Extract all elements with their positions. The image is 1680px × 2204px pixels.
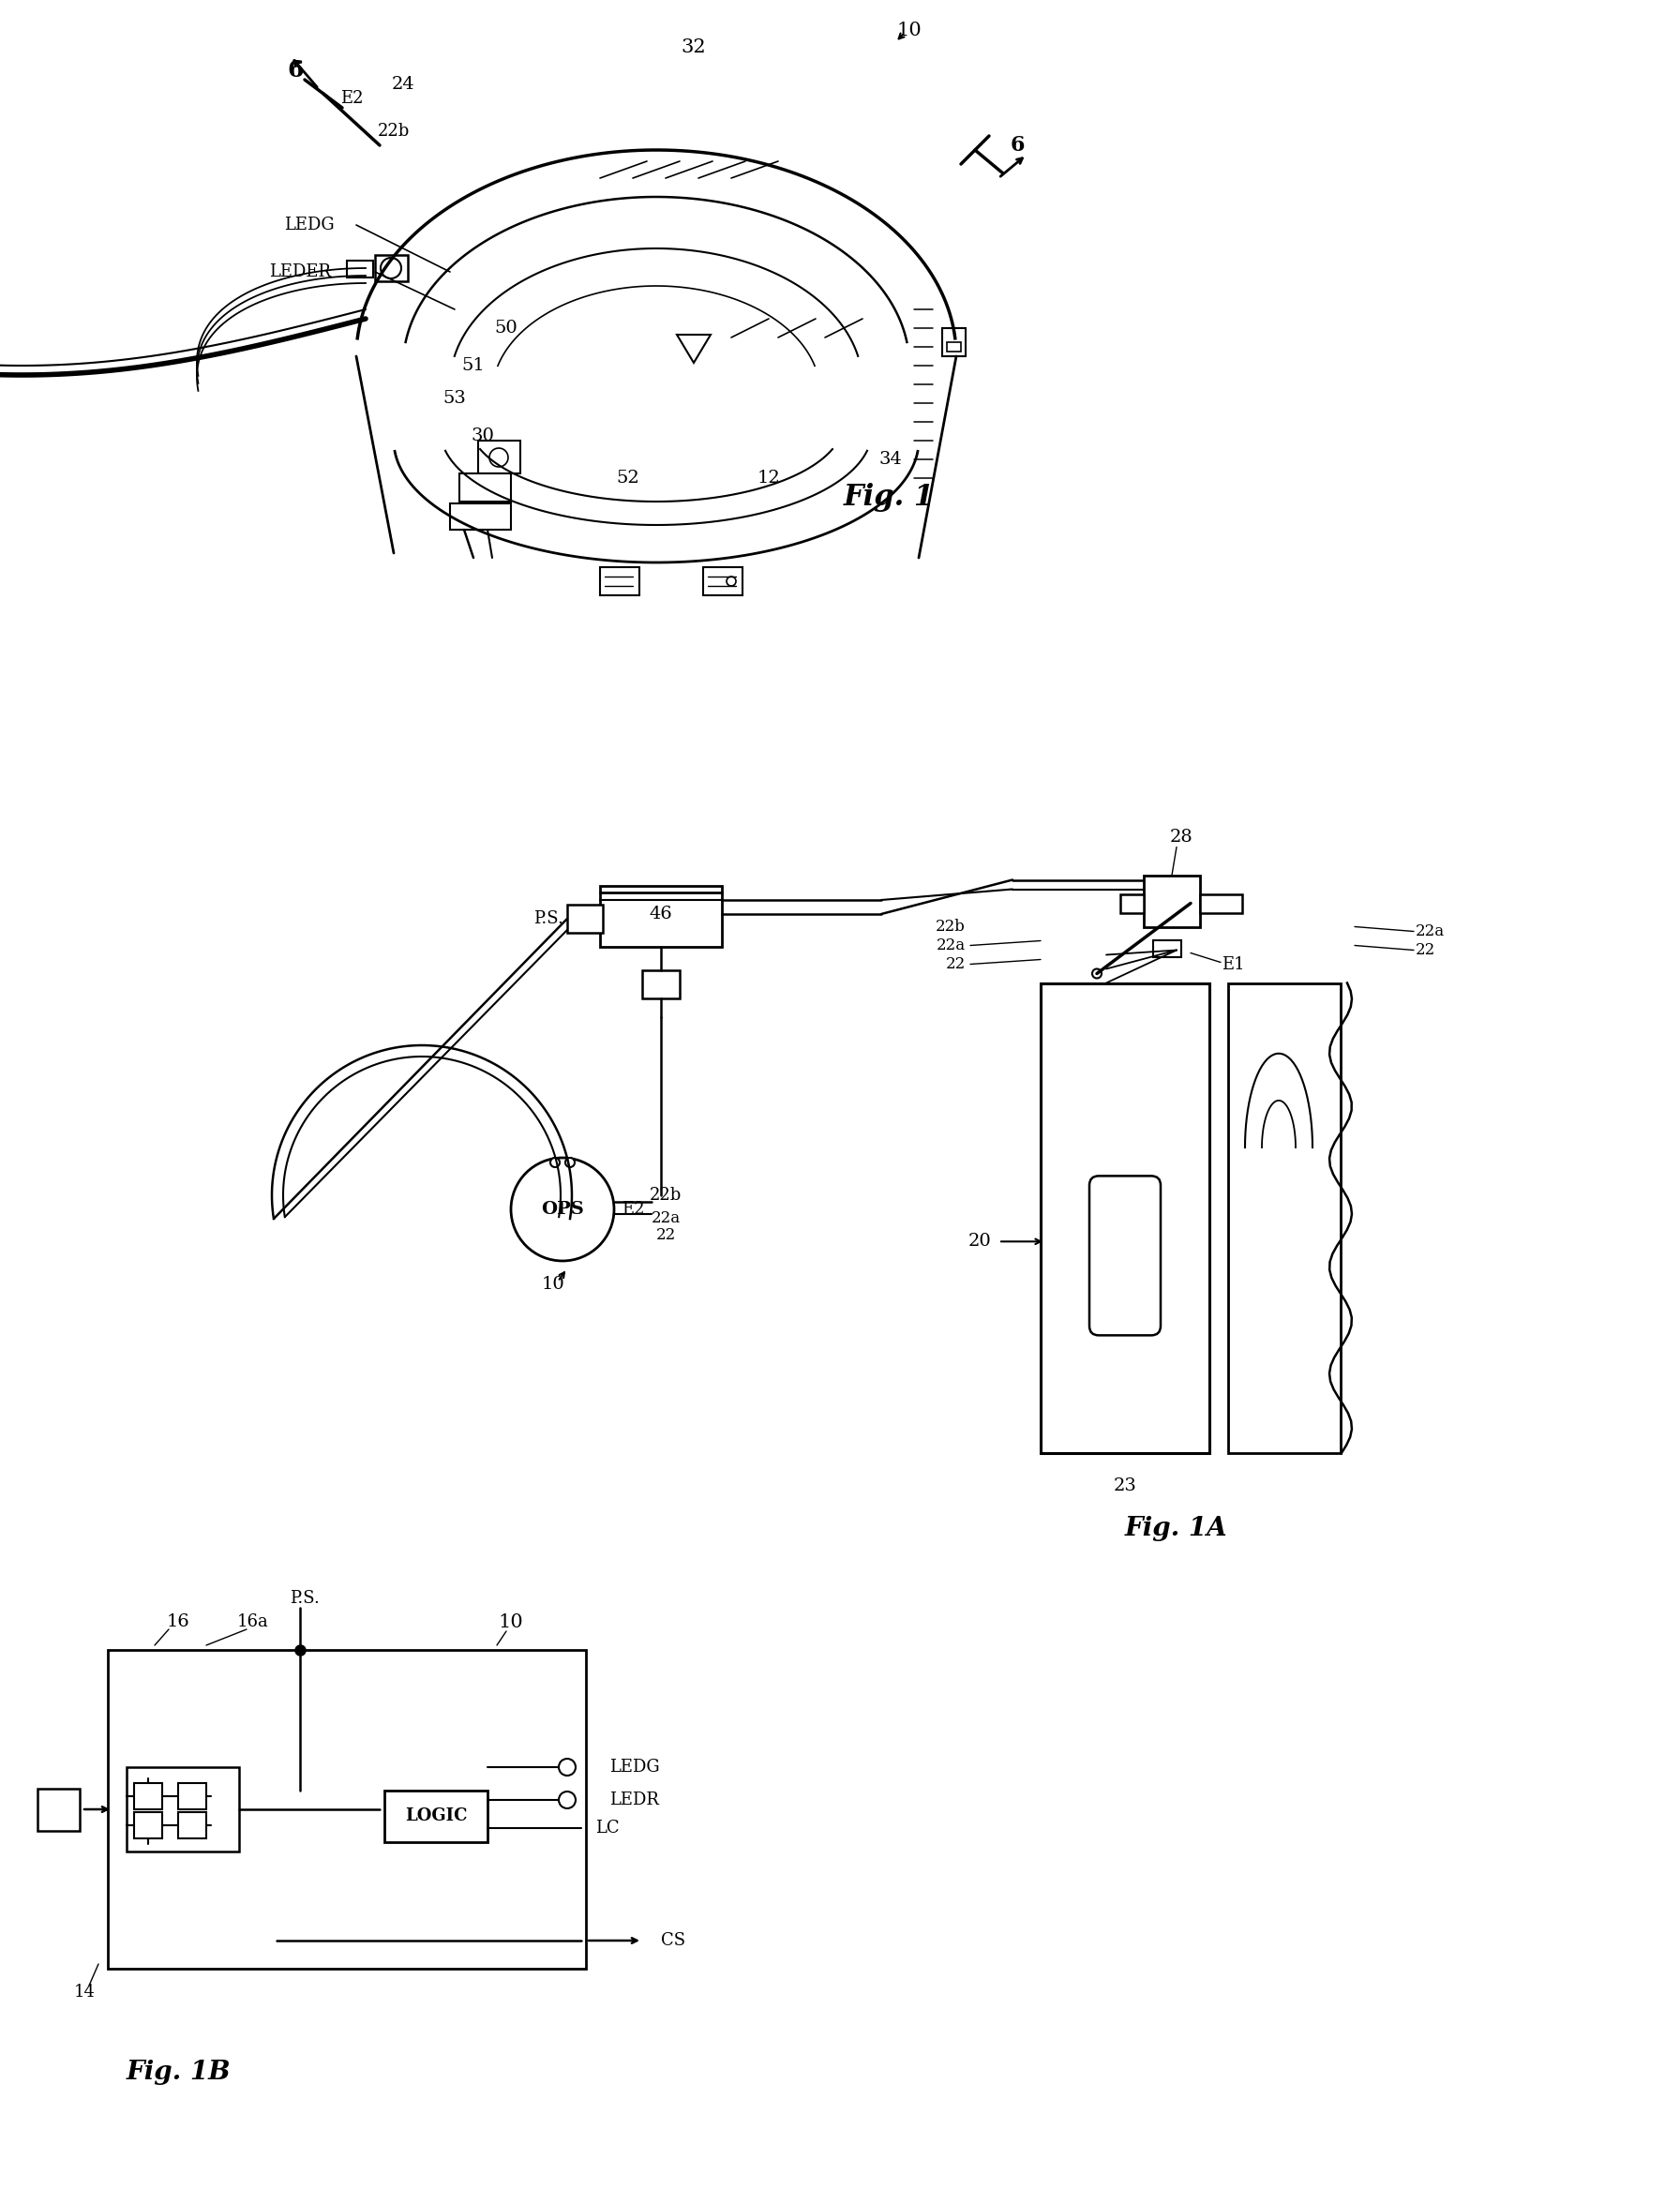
Text: 22: 22 — [946, 957, 966, 972]
Bar — [642, 970, 680, 998]
Text: 46: 46 — [650, 906, 672, 923]
Text: 51: 51 — [462, 357, 486, 375]
Text: 22b: 22b — [378, 123, 410, 139]
Text: Fig. 1: Fig. 1 — [843, 483, 934, 511]
Text: 23: 23 — [1114, 1477, 1137, 1494]
Text: 6: 6 — [287, 60, 304, 82]
Bar — [600, 886, 722, 948]
Text: 14: 14 — [74, 1984, 96, 2001]
Bar — [479, 441, 521, 474]
Text: 16: 16 — [166, 1613, 190, 1631]
Text: 32: 32 — [682, 37, 706, 55]
Text: LC: LC — [595, 1821, 620, 1836]
Text: Fig. 1B: Fig. 1B — [126, 2059, 232, 2085]
Text: 30: 30 — [470, 428, 494, 445]
Text: 6: 6 — [1010, 134, 1025, 156]
Text: 28: 28 — [1169, 829, 1193, 846]
Text: 22b: 22b — [936, 919, 966, 934]
Text: LEDG: LEDG — [610, 1759, 660, 1776]
Circle shape — [551, 1157, 559, 1168]
Bar — [704, 566, 743, 595]
Bar — [1121, 895, 1144, 912]
Text: 22b: 22b — [650, 1186, 682, 1203]
Circle shape — [1092, 970, 1102, 979]
Text: E1: E1 — [1221, 957, 1245, 972]
Bar — [1040, 983, 1210, 1452]
Bar — [568, 904, 603, 932]
Text: 16a: 16a — [237, 1613, 269, 1631]
Text: LEDG: LEDG — [284, 216, 334, 234]
Bar — [459, 474, 511, 503]
Text: 10: 10 — [541, 1276, 564, 1294]
Text: Fig. 1A: Fig. 1A — [1126, 1516, 1228, 1541]
Text: LOGIC: LOGIC — [405, 1807, 467, 1825]
Circle shape — [559, 1759, 576, 1776]
Bar — [1144, 875, 1200, 926]
Text: 34: 34 — [879, 452, 902, 467]
Text: 10: 10 — [897, 22, 922, 40]
Text: LEDER: LEDER — [269, 264, 331, 280]
Circle shape — [564, 1157, 575, 1168]
Bar — [37, 1787, 79, 1829]
Bar — [1152, 939, 1181, 957]
Bar — [375, 256, 408, 282]
Text: LEDR: LEDR — [610, 1792, 659, 1809]
Text: 20: 20 — [968, 1232, 991, 1250]
Text: OPS: OPS — [541, 1201, 585, 1219]
Text: P.S.: P.S. — [534, 910, 563, 928]
Text: 22a: 22a — [936, 937, 966, 954]
Bar — [385, 1790, 487, 1843]
Bar — [178, 1783, 207, 1809]
Bar — [942, 328, 966, 357]
Text: 50: 50 — [494, 320, 517, 337]
Text: 12: 12 — [758, 469, 780, 487]
Text: 22a: 22a — [652, 1210, 680, 1228]
Text: E2: E2 — [622, 1201, 645, 1219]
FancyBboxPatch shape — [1089, 1177, 1161, 1336]
Bar — [178, 1812, 207, 1838]
Circle shape — [559, 1792, 576, 1809]
Text: 22: 22 — [1416, 941, 1435, 959]
Text: 22a: 22a — [1416, 923, 1445, 939]
Text: CS: CS — [660, 1933, 685, 1948]
Bar — [134, 1812, 163, 1838]
Text: E2: E2 — [339, 90, 363, 106]
Bar — [134, 1783, 163, 1809]
Bar — [948, 342, 961, 353]
Text: 53: 53 — [444, 390, 467, 408]
Bar — [600, 566, 640, 595]
Circle shape — [511, 1157, 615, 1261]
Bar — [450, 503, 511, 529]
Bar — [108, 1651, 586, 1968]
Text: P.S.: P.S. — [289, 1589, 319, 1607]
Bar — [346, 260, 373, 278]
Text: 52: 52 — [617, 469, 640, 487]
Text: 22: 22 — [655, 1228, 675, 1243]
Text: 24: 24 — [391, 75, 415, 93]
Bar — [126, 1768, 239, 1851]
Text: 10: 10 — [499, 1613, 524, 1631]
Bar — [1200, 895, 1242, 912]
Bar — [1228, 983, 1341, 1452]
